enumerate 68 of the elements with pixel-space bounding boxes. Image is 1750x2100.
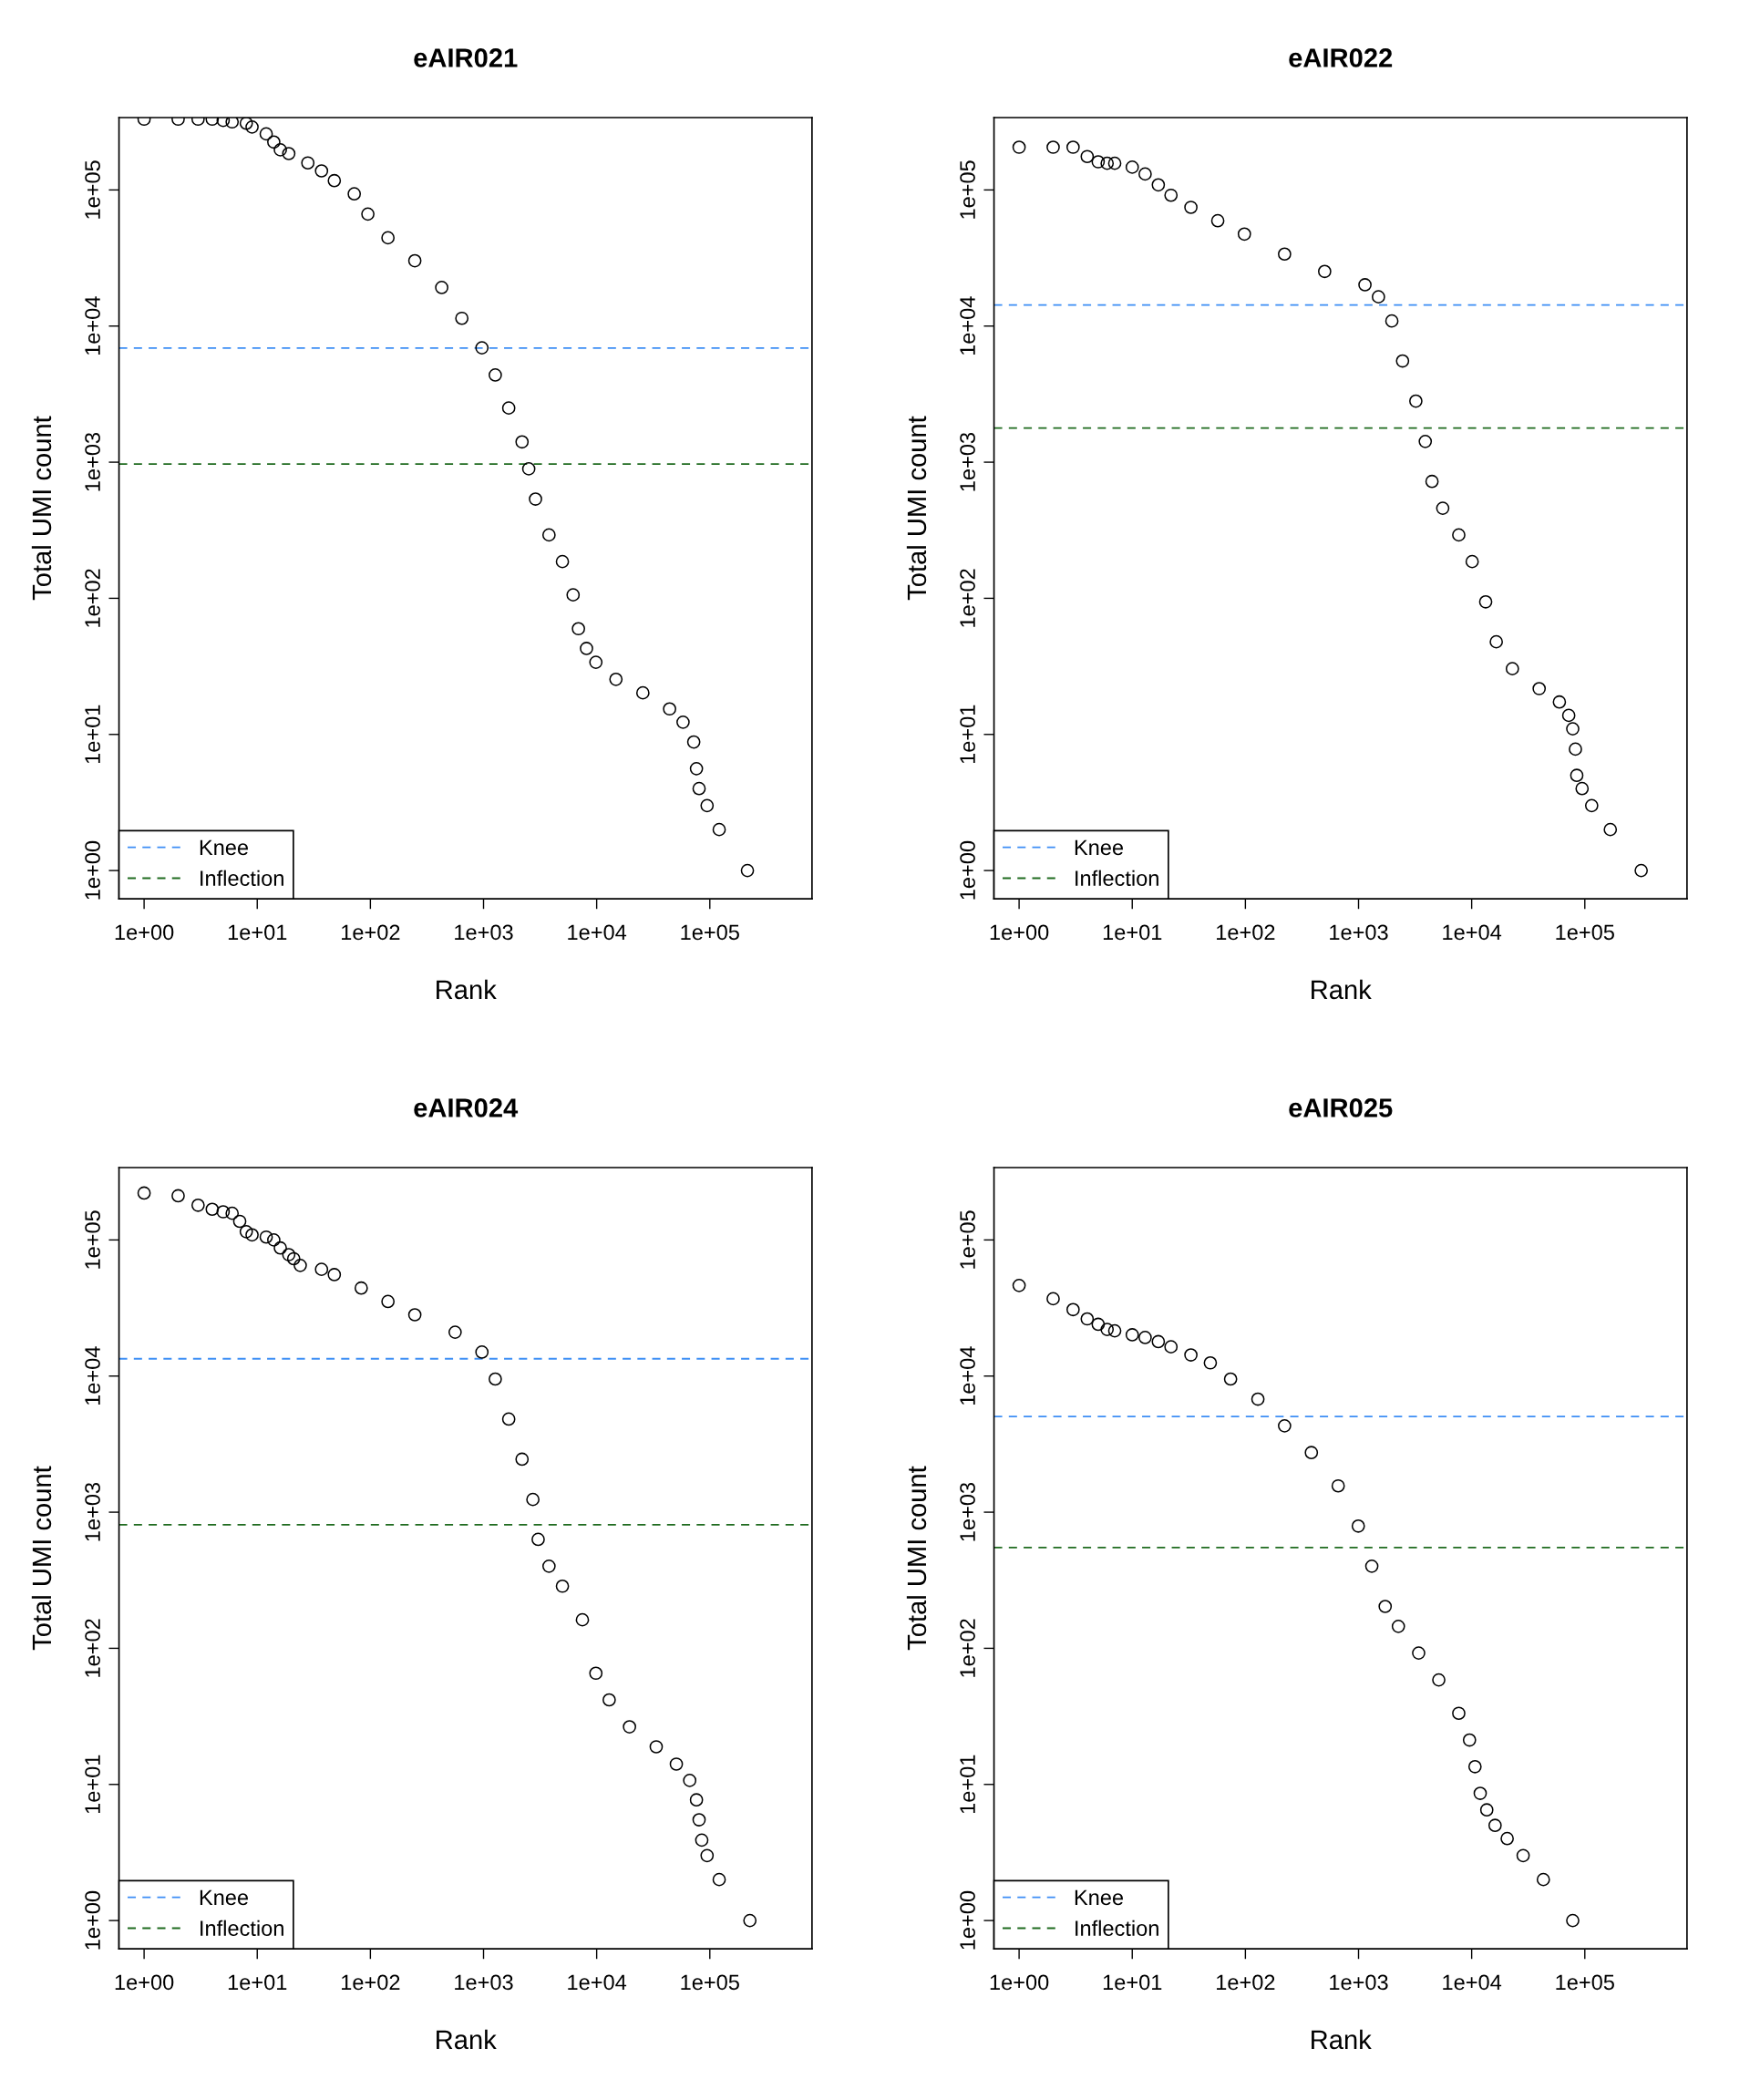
x-tick-label: 1e+00 [115,1974,174,1991]
y-tick-label: 1e+04 [960,1346,975,1405]
y-tick-label: 1e+03 [85,1482,100,1541]
y-tick-label: 1e+01 [960,705,975,764]
y-tick-label: 1e+05 [85,160,100,219]
legend-label: Knee [200,839,249,856]
x-tick-label: 1e+03 [455,1974,513,1991]
y-tick-label: 1e+02 [960,569,975,627]
x-tick-label: 1e+01 [228,924,287,941]
x-tick-label: 1e+03 [1330,924,1388,941]
x-tick-label: 1e+05 [681,1974,739,1991]
legend-label: Inflection [1076,1920,1158,1936]
x-tick-label: 1e+00 [990,1974,1049,1991]
x-tick-label: 1e+02 [1217,924,1275,941]
x-tick-label: 1e+02 [1217,1974,1275,1991]
y-tick-label: 1e+03 [85,432,100,491]
legend-label: Inflection [1076,870,1158,886]
y-axis-title: Total UMI count [906,416,927,601]
y-tick-label: 1e+01 [85,705,100,764]
y-tick-label: 1e+02 [960,1619,975,1677]
x-tick-label: 1e+04 [1443,1974,1502,1991]
legend-label: Knee [1075,1889,1124,1906]
x-tick-label: 1e+02 [342,924,400,941]
y-tick-label: 1e+02 [85,1619,100,1677]
y-tick-label: 1e+00 [85,840,100,900]
y-tick-label: 1e+02 [85,569,100,627]
x-tick-label: 1e+03 [455,924,513,941]
x-tick-label: 1e+00 [990,924,1049,941]
x-tick-label: 1e+01 [228,1974,287,1991]
y-axis-title: Total UMI count [31,416,52,601]
y-axis-title: Total UMI count [906,1466,927,1651]
x-axis-title: Rank [437,2029,497,2050]
x-tick-label: 1e+00 [115,924,174,941]
legend-label: Knee [1075,839,1124,856]
y-tick-label: 1e+04 [85,296,100,355]
x-tick-label: 1e+04 [1443,924,1502,941]
chart-title: eAIR024 [414,1098,519,1117]
y-tick-label: 1e+01 [85,1755,100,1814]
legend-label: Inflection [201,1920,283,1936]
y-tick-label: 1e+05 [960,1210,975,1269]
x-axis-title: Rank [1312,2029,1372,2050]
y-tick-label: 1e+04 [85,1346,100,1405]
chart-title: eAIR022 [1289,48,1393,67]
x-tick-label: 1e+05 [1556,1974,1614,1991]
y-tick-label: 1e+03 [960,432,975,491]
x-tick-label: 1e+04 [568,1974,627,1991]
y-tick-label: 1e+03 [960,1482,975,1541]
x-tick-label: 1e+02 [342,1974,400,1991]
legend-label: Inflection [201,870,283,886]
chart-title: eAIR021 [414,48,518,67]
y-tick-label: 1e+04 [960,296,975,355]
x-axis-title: Rank [1312,979,1372,1000]
y-tick-label: 1e+05 [85,1210,100,1269]
x-tick-label: 1e+05 [681,924,739,941]
x-axis-title: Rank [437,979,497,1000]
y-tick-label: 1e+00 [960,1890,975,1950]
chart-title: eAIR025 [1289,1098,1393,1117]
y-tick-label: 1e+00 [960,840,975,900]
x-tick-label: 1e+05 [1556,924,1614,941]
y-axis-title: Total UMI count [31,1466,52,1651]
x-tick-label: 1e+01 [1103,1974,1162,1991]
x-tick-label: 1e+04 [568,924,627,941]
x-tick-label: 1e+03 [1330,1974,1388,1991]
y-tick-label: 1e+01 [960,1755,975,1814]
x-tick-label: 1e+01 [1103,924,1162,941]
y-tick-label: 1e+00 [85,1890,100,1950]
y-tick-label: 1e+05 [960,160,975,219]
legend-label: Knee [200,1889,249,1906]
